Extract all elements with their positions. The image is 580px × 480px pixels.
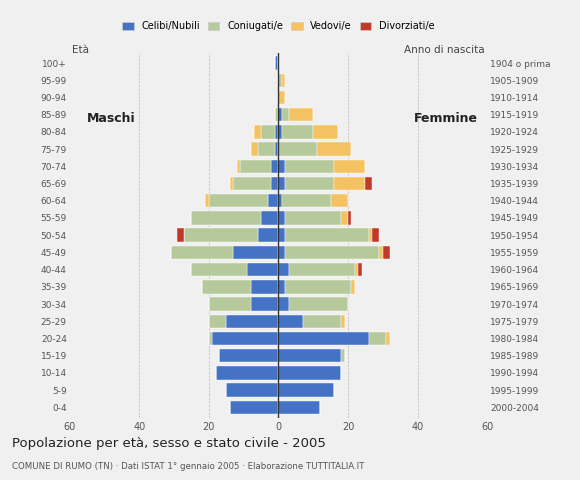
Bar <box>275 108 278 121</box>
Bar <box>278 177 285 190</box>
Bar <box>268 194 278 207</box>
Bar <box>369 332 386 345</box>
Bar <box>226 314 278 328</box>
Bar <box>285 211 341 225</box>
Text: Età: Età <box>72 45 89 55</box>
Bar <box>282 194 331 207</box>
Bar <box>289 263 355 276</box>
Bar <box>278 160 285 173</box>
Bar <box>278 384 334 397</box>
Bar <box>209 332 212 345</box>
Bar <box>209 194 268 207</box>
Bar <box>278 297 289 311</box>
Bar <box>341 314 345 328</box>
Bar <box>212 332 278 345</box>
Bar <box>271 177 278 190</box>
Bar <box>184 228 258 242</box>
Bar <box>247 263 278 276</box>
Bar <box>348 211 351 225</box>
Bar <box>251 280 278 294</box>
Bar <box>278 73 282 87</box>
Bar <box>205 194 209 207</box>
Bar <box>202 280 251 294</box>
Bar <box>209 297 251 311</box>
Bar <box>285 246 379 259</box>
Bar <box>341 211 348 225</box>
Bar <box>240 160 271 173</box>
Bar <box>334 160 365 173</box>
Bar <box>282 125 313 139</box>
Bar <box>278 280 285 294</box>
Bar <box>216 366 278 380</box>
Legend: Celibi/Nubili, Coniugati/e, Vedovi/e, Divorziati/e: Celibi/Nubili, Coniugati/e, Vedovi/e, Di… <box>122 21 435 31</box>
Bar <box>254 125 261 139</box>
Text: Femmine: Femmine <box>414 112 477 125</box>
Text: Anno di nascita: Anno di nascita <box>404 45 485 55</box>
Bar <box>386 332 390 345</box>
Bar <box>369 228 372 242</box>
Bar <box>278 108 282 121</box>
Bar <box>278 349 341 362</box>
Bar <box>233 246 278 259</box>
Bar <box>334 177 365 190</box>
Bar <box>282 73 285 87</box>
Bar <box>209 314 226 328</box>
Bar <box>289 297 348 311</box>
Bar <box>289 108 313 121</box>
Bar <box>275 57 278 70</box>
Text: Maschi: Maschi <box>87 112 136 125</box>
Bar <box>271 160 278 173</box>
Bar <box>331 194 348 207</box>
Bar <box>355 263 358 276</box>
Bar <box>261 211 278 225</box>
Bar <box>278 263 289 276</box>
Bar <box>317 143 351 156</box>
Bar <box>285 160 334 173</box>
Bar <box>358 263 362 276</box>
Bar <box>275 143 278 156</box>
Bar <box>191 211 261 225</box>
Bar <box>278 332 369 345</box>
Bar <box>261 125 275 139</box>
Bar <box>285 280 351 294</box>
Bar <box>341 349 345 362</box>
Bar <box>365 177 372 190</box>
Bar <box>230 401 278 414</box>
Bar <box>251 297 278 311</box>
Bar <box>278 314 303 328</box>
Bar <box>351 280 355 294</box>
Bar <box>278 143 317 156</box>
Bar <box>282 108 289 121</box>
Bar <box>278 401 320 414</box>
Bar <box>171 246 233 259</box>
Bar <box>177 228 184 242</box>
Bar <box>226 384 278 397</box>
Bar <box>278 366 341 380</box>
Bar <box>258 143 275 156</box>
Bar <box>313 125 338 139</box>
Bar <box>285 228 369 242</box>
Bar <box>278 246 285 259</box>
Bar <box>278 194 282 207</box>
Bar <box>372 228 379 242</box>
Bar <box>278 228 285 242</box>
Bar <box>278 91 285 104</box>
Bar <box>383 246 390 259</box>
Text: Popolazione per età, sesso e stato civile - 2005: Popolazione per età, sesso e stato civil… <box>12 437 325 450</box>
Bar <box>191 263 247 276</box>
Bar <box>237 160 240 173</box>
Bar <box>278 211 285 225</box>
Bar <box>275 125 278 139</box>
Bar <box>258 228 278 242</box>
Bar <box>230 177 233 190</box>
Bar <box>251 143 258 156</box>
Bar <box>303 314 341 328</box>
Bar <box>278 125 282 139</box>
Bar <box>379 246 383 259</box>
Bar <box>233 177 271 190</box>
Bar <box>285 177 334 190</box>
Bar <box>219 349 278 362</box>
Text: COMUNE DI RUMO (TN) · Dati ISTAT 1° gennaio 2005 · Elaborazione TUTTITALIA.IT: COMUNE DI RUMO (TN) · Dati ISTAT 1° genn… <box>12 462 364 471</box>
